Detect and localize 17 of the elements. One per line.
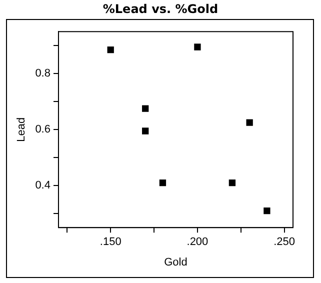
x-tick-label: .250 [274,236,296,248]
point [142,128,149,134]
y-tick-label: 0.4 [35,180,50,192]
point [246,119,253,126]
point [142,105,149,112]
point [159,179,166,186]
point [194,44,201,50]
point [264,207,270,214]
x-tick-label: .200 [186,236,208,248]
point [228,179,236,186]
chart-title: %Lead vs. %Gold [102,1,220,18]
x-axis-title: Gold [164,256,188,268]
y-tick-label: 0.8 [35,68,50,80]
y-tick-label: 0.6 [35,124,50,136]
x-tick-label: .150 [100,236,122,248]
y-axis-title: Lead [16,117,28,142]
point [107,46,114,54]
